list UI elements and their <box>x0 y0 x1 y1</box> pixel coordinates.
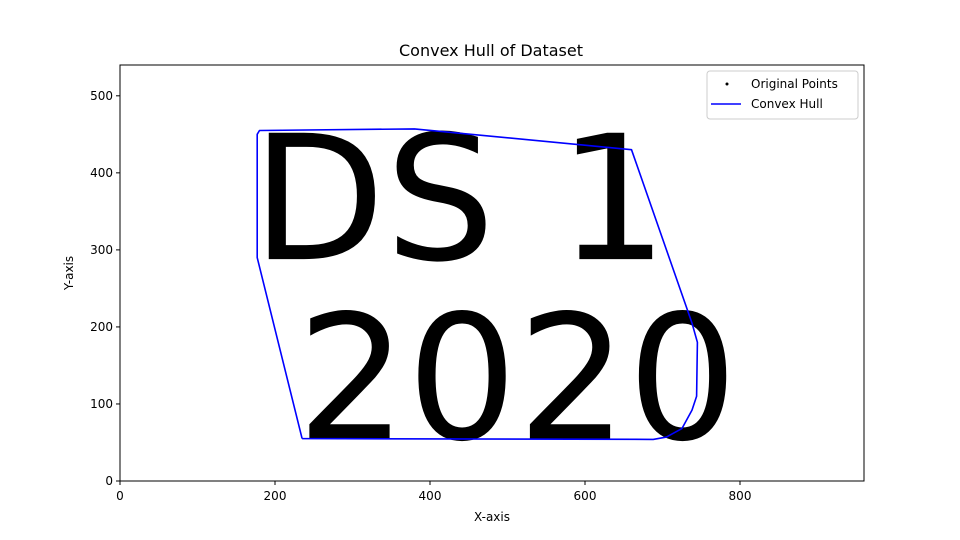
y-axis-label: Y-axis <box>62 256 76 291</box>
chart-title: Convex Hull of Dataset <box>399 41 583 60</box>
y-tick-label: 100 <box>90 397 113 411</box>
x-axis-label: X-axis <box>474 510 510 524</box>
y-axis-ticks: 0 100 200 300 400 500 <box>90 89 120 488</box>
plot-frame <box>119 64 865 482</box>
x-tick-label: 600 <box>574 489 597 503</box>
point-glyph-2020: 2020 <box>297 278 738 480</box>
y-tick-label: 500 <box>90 89 113 103</box>
point-glyph-DS: DS <box>252 98 495 300</box>
x-tick-label: 800 <box>729 489 752 503</box>
x-axis-ticks: 0 200 400 600 800 <box>116 481 751 503</box>
y-tick-label: 0 <box>105 474 113 488</box>
x-tick-label: 400 <box>419 489 442 503</box>
legend-label-points: Original Points <box>751 77 838 91</box>
x-tick-label: 200 <box>264 489 287 503</box>
legend: Original Points Convex Hull <box>706 70 859 120</box>
y-tick-label: 400 <box>90 166 113 180</box>
legend-label-hull: Convex Hull <box>751 97 823 111</box>
point-glyph-1: 1 <box>558 98 668 300</box>
legend-box <box>706 70 859 120</box>
convex-hull-line <box>256 128 699 441</box>
legend-point-marker <box>725 82 729 86</box>
y-tick-label: 200 <box>90 320 113 334</box>
y-tick-label: 300 <box>90 243 113 257</box>
x-tick-label: 0 <box>116 489 124 503</box>
